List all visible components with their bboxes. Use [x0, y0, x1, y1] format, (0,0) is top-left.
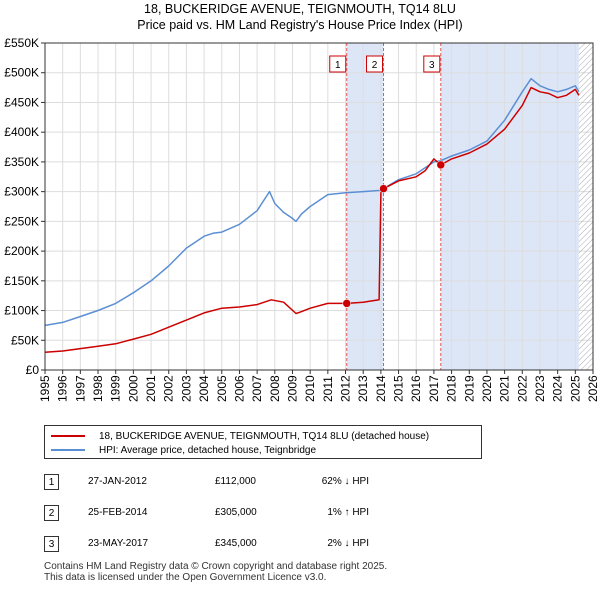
chart-title-line1: 18, BUCKERIDGE AVENUE, TEIGNMOUTH, TQ14 … [144, 2, 456, 16]
y-tick-label: £450K [4, 95, 39, 109]
sale-hpi-diff: 62% ↓ HPI [321, 476, 369, 487]
x-tick-label: 2008 [268, 375, 282, 402]
x-tick-label: 1995 [38, 375, 52, 402]
footer-copyright: Contains HM Land Registry data © Crown c… [44, 561, 388, 572]
sale-point [342, 299, 352, 308]
x-tick-label: 1997 [73, 375, 87, 402]
x-tick-label: 2004 [197, 375, 211, 402]
x-tick-label: 2017 [427, 375, 441, 402]
y-tick-label: £550K [4, 36, 39, 50]
x-tick-label: 2013 [356, 375, 370, 402]
x-tick-label: 2002 [162, 375, 176, 402]
footer-licence: This data is licensed under the Open Gov… [44, 572, 327, 583]
sale-point [436, 160, 446, 170]
footer: Contains HM Land Registry data © Crown c… [44, 561, 387, 583]
y-tick-label: £100K [4, 304, 39, 318]
sale-number-badge: 3 [44, 536, 59, 552]
legend-hpi: HPI: Average price, detached house, Teig… [51, 443, 316, 457]
sale-label-box [423, 55, 441, 73]
legend-hpi-label: HPI: Average price, detached house, Teig… [99, 444, 317, 456]
y-tick-label: £200K [4, 244, 39, 258]
x-tick-label: 1996 [56, 375, 70, 402]
x-tick-label: 2021 [498, 375, 512, 402]
sale-point [379, 184, 388, 193]
x-tick-label: 2025 [568, 375, 582, 402]
x-tick-label: 2015 [392, 375, 406, 402]
x-tick-label: 2020 [480, 375, 494, 402]
sale-price: £345,000 [215, 538, 257, 549]
legend-property: 18, BUCKERIDGE AVENUE, TEIGNMOUTH, TQ14 … [51, 429, 429, 443]
y-tick-label: £500K [4, 66, 39, 80]
sale-number-badge: 2 [44, 505, 59, 521]
y-tick-label: £350K [4, 155, 39, 169]
ownership-shade [346, 43, 384, 370]
x-tick-label: 2006 [232, 375, 246, 402]
x-tick-label: 2026 [586, 375, 600, 402]
y-tick-label: £0 [26, 363, 40, 377]
sale-label-box [329, 55, 347, 73]
legend-property-label: 18, BUCKERIDGE AVENUE, TEIGNMOUTH, TQ14 … [99, 430, 430, 442]
y-tick-label: £400K [4, 125, 39, 139]
forecast-hatch [578, 43, 593, 370]
x-tick-label: 2012 [339, 375, 353, 402]
sale-label-number: 2 [372, 60, 378, 71]
x-tick-label: 2005 [215, 375, 229, 402]
sale-row: 3 23-MAY-2017 £345,000 2% ↓ HPI [44, 536, 384, 554]
sale-row: 1 27-JAN-2012 £112,000 62% ↓ HPI [44, 474, 384, 492]
x-tick-label: 2000 [126, 375, 140, 402]
sale-price: £305,000 [215, 507, 257, 518]
y-tick-label: £300K [4, 185, 39, 199]
property-price-line [44, 86, 580, 353]
x-tick-label: 2014 [374, 375, 388, 402]
legend-hpi-swatch [51, 449, 85, 451]
x-tick-label: 2001 [144, 375, 158, 402]
x-tick-label: 2003 [179, 375, 193, 402]
sale-row: 2 25-FEB-2014 £305,000 1% ↑ HPI [44, 505, 384, 523]
hpi-line [44, 77, 580, 327]
sale-label-number: 3 [429, 60, 435, 71]
x-tick-label: 2018 [445, 375, 459, 402]
x-tick-label: 2016 [409, 375, 423, 402]
legend-property-swatch [51, 435, 85, 437]
x-tick-label: 1998 [91, 375, 105, 402]
x-tick-label: 2022 [515, 375, 529, 402]
legend: 18, BUCKERIDGE AVENUE, TEIGNMOUTH, TQ14 … [44, 425, 482, 459]
x-tick-label: 2019 [462, 375, 476, 402]
sale-hpi-diff: 1% ↑ HPI [327, 507, 369, 518]
x-tick-label: 2024 [551, 375, 565, 402]
sale-date: 25-FEB-2014 [88, 507, 148, 518]
x-tick-label: 2010 [303, 375, 317, 402]
sale-price: £112,000 [215, 476, 256, 487]
y-tick-label: £250K [4, 214, 39, 228]
x-tick-label: 2009 [285, 375, 299, 402]
chart-title-line2: Price paid vs. HM Land Registry's House … [137, 18, 463, 32]
sale-date: 23-MAY-2017 [88, 538, 149, 549]
x-tick-label: 2007 [250, 375, 264, 402]
y-tick-label: £150K [4, 274, 39, 288]
chart-title: 18, BUCKERIDGE AVENUE, TEIGNMOUTH, TQ14 … [0, 1, 600, 33]
plot-frame [44, 42, 594, 371]
sale-label-number: 1 [335, 60, 341, 71]
sale-date: 27-JAN-2012 [88, 476, 147, 487]
sale-number-badge: 1 [44, 474, 59, 490]
x-tick-label: 2023 [533, 375, 547, 402]
sale-hpi-diff: 2% ↓ HPI [327, 538, 369, 549]
x-tick-label: 2011 [321, 376, 335, 402]
price-chart: £0 £50K £100K £150K £200K £250K £300K £350K £400… [4, 36, 600, 402]
x-tick-label: 1999 [109, 375, 123, 402]
y-tick-label: £50K [11, 333, 39, 347]
sale-label-box [366, 55, 384, 73]
